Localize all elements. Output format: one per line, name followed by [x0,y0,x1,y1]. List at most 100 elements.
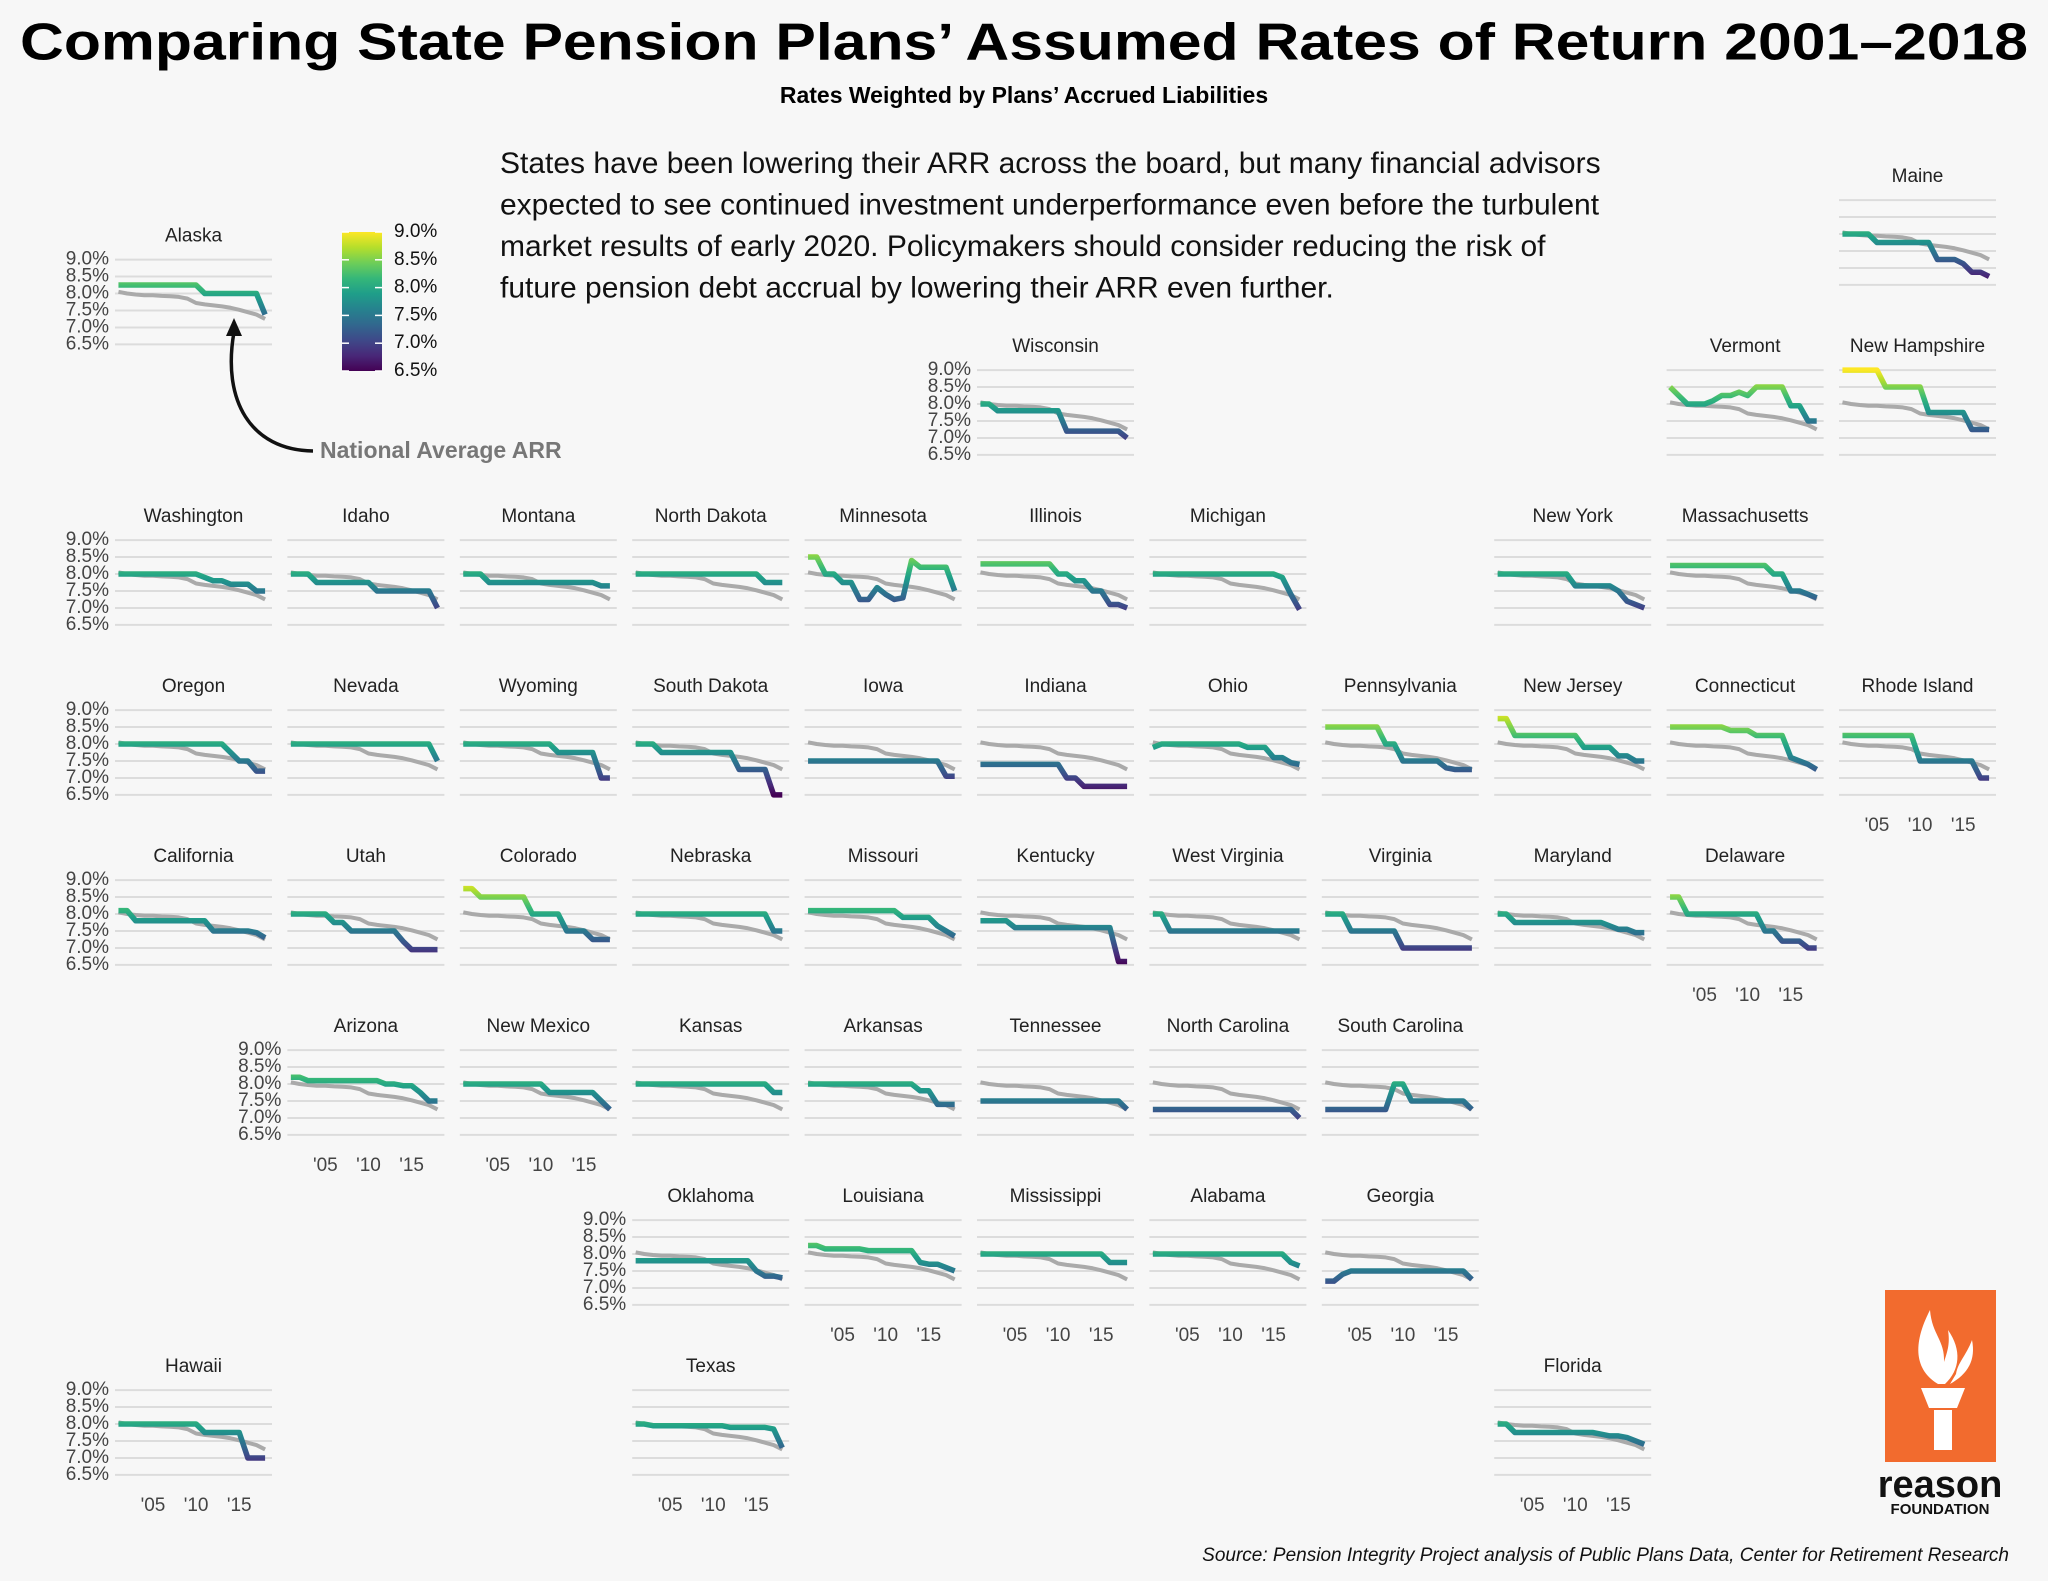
x-tick-label: '10 [873,1325,898,1346]
x-tick-label: '05 [658,1495,683,1516]
y-tick-label: 9.0% [66,249,109,270]
colorbar-label: 8.0% [394,277,437,298]
state-label: Alaska [165,226,222,247]
state-line [635,1258,783,1281]
y-tick-label: 7.0% [66,597,109,618]
state-line [980,1251,1128,1266]
state-line [1668,384,1817,424]
state-line [1325,1268,1474,1284]
colorbar-label: 9.0% [394,221,437,242]
y-tick-label: 7.0% [583,1277,626,1298]
state-line [463,571,610,589]
state-panel: Pennsylvania [1321,676,1479,796]
y-tick-label: 8.5% [583,1226,626,1247]
y-tick-label: 8.0% [66,283,109,304]
x-tick-label: '05 [485,1155,510,1176]
x-tick-label: '15 [1089,1325,1114,1346]
x-tick-label: '15 [1778,985,1803,1006]
state-line [118,571,266,594]
average-line [1669,740,1818,772]
state-label: Massachusetts [1682,506,1809,527]
x-tick-label: '05 [1520,1495,1545,1516]
colorbar-label: 7.5% [394,304,437,325]
state-label: North Carolina [1167,1016,1290,1037]
state-panel: South Carolina [1321,1016,1479,1136]
state-panel: Connecticut [1666,676,1824,796]
description-line: expected to see continued investment und… [500,188,1600,221]
state-label: Kentucky [1016,846,1095,867]
y-tick-label: 7.5% [583,1260,626,1281]
state-label: California [153,846,234,867]
state-panel: North Dakota [632,506,790,626]
state-label: Rhode Island [1862,676,1974,697]
state-line [1152,1251,1301,1269]
state-line [463,1081,612,1112]
x-tick-label: '10 [701,1495,726,1516]
state-label: Washington [144,506,244,527]
state-line [1325,911,1472,951]
state-label: North Dakota [655,506,767,527]
average-line [1497,910,1646,942]
state-line [808,907,957,939]
state-panel: Washington 6.5%7.0%7.5%8.0%8.5%9.0% [66,506,272,635]
state-label: Kansas [679,1016,742,1037]
average-line [1152,1080,1301,1112]
y-tick-label: 6.5% [66,614,109,635]
state-line [980,561,1129,611]
description: States have been lowering their ARR acro… [500,147,1601,305]
state-line [635,1421,785,1449]
y-tick-label: 6.5% [66,954,109,975]
state-label: Illinois [1029,506,1082,527]
state-panel: Mississippi '05 '10 '15 [977,1186,1134,1346]
average-line [807,910,956,942]
state-panel: Idaho [287,506,445,626]
average-line [980,910,1129,942]
state-label: Minnesota [839,506,927,527]
x-tick-label: '15 [572,1155,597,1176]
state-panel: Georgia '05 '10 '15 [1321,1186,1479,1346]
state-line [290,1074,438,1104]
state-line [1152,911,1300,934]
state-line [118,282,268,316]
state-panel: Kansas [632,1016,790,1136]
y-tick-label: 8.5% [238,1056,281,1077]
state-line [1152,1106,1302,1120]
state-panel: Nebraska [632,846,790,966]
state-panel: Texas '05 '10 '15 [632,1356,790,1516]
annotation-arrow [229,331,314,453]
state-line [1842,367,1990,433]
state-label: Arkansas [843,1016,922,1037]
y-tick-label: 9.0% [66,869,109,890]
state-label: Maine [1892,166,1944,187]
y-tick-label: 8.0% [66,563,109,584]
state-label: Maryland [1534,846,1612,867]
x-tick-label: '10 [1735,985,1760,1006]
average-line [1152,910,1301,942]
state-panel: New Mexico '05 '10 '15 [459,1016,617,1176]
x-tick-label: '10 [1391,1325,1416,1346]
state-label: Georgia [1366,1186,1434,1207]
x-tick-label: '05 [313,1155,338,1176]
logo-flame [1918,1310,1958,1384]
state-panel: Kentucky [977,846,1134,966]
x-tick-label: '10 [529,1155,554,1176]
state-line [1497,911,1645,936]
state-line [808,1242,956,1274]
state-label: Pennsylvania [1344,676,1457,697]
average-line [980,740,1129,772]
state-line [635,1081,783,1096]
state-panel: Florida '05 '10 '15 [1494,1356,1652,1516]
colorbar-label: 7.0% [394,332,437,353]
state-panel: Maryland [1494,846,1652,966]
state-panel: Arizona 6.5%7.0%7.5%8.0%8.5%9.0% '05 '10 '15 [238,1016,445,1176]
state-line [290,741,440,763]
state-line [290,911,438,953]
y-tick-label: 7.5% [928,410,971,431]
description-line: market results of early 2020. Policymake… [500,230,1546,263]
logo-name: reason [1878,1464,2003,1506]
state-label: Connecticut [1695,676,1796,697]
state-panel: Ohio [1149,676,1307,796]
logo-tagline: FOUNDATION [1891,1501,1990,1518]
x-tick-label: '15 [1606,1495,1631,1516]
